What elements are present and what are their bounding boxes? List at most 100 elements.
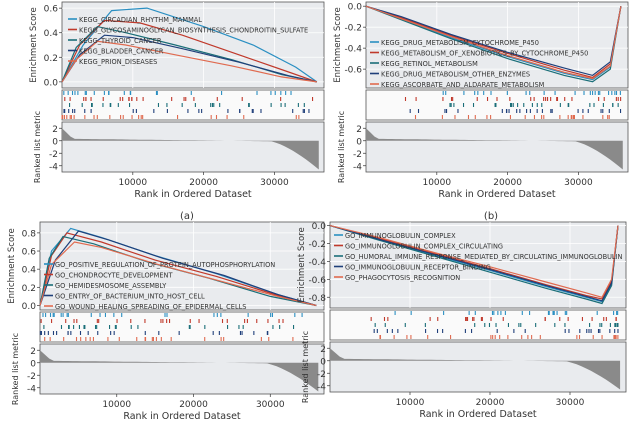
es-curve-2 xyxy=(61,19,318,83)
legend-entry: GO_WOUND_HEALING_SPREADING_OF_EPIDERMAL_… xyxy=(55,303,246,311)
x-tick-label: 30000 xyxy=(260,178,289,188)
es-tick-label: 0.0 xyxy=(312,222,327,232)
legend-entry: GO_HUMORAL_IMMUNE_RESPONSE_MEDIATED_BY_C… xyxy=(345,253,623,261)
metric-tick-label: 0 xyxy=(30,359,36,369)
es-curve-5 xyxy=(329,225,619,299)
legend-entry: KEGG_DRUG_METABOLISM_CYTOCHROME_P450 xyxy=(381,39,539,47)
legend-entry: KEGG_ASCORBATE_AND_ALDARATE_METABOLISM xyxy=(381,81,545,89)
es-curve-2 xyxy=(365,5,622,79)
metric-tick-label: 2 xyxy=(320,345,326,355)
x-tick-label: 30000 xyxy=(556,398,585,408)
x-tick-label: 20000 xyxy=(189,178,218,188)
es-curve-5 xyxy=(365,5,622,80)
x-tick-label: 20000 xyxy=(179,400,208,410)
es-axis-label: Enrichment Score xyxy=(333,7,343,82)
legend: GO_POSITIVE_REGULATION_OF_PROTEIN_AUTOPH… xyxy=(44,261,275,311)
legend-entry: GO_ENTRY_OF_BACTERIUM_INTO_HOST_CELL xyxy=(55,293,205,301)
es-tick-label: 0.6 xyxy=(44,5,59,15)
es-tick-label: 0.8 xyxy=(22,229,37,239)
chart-panel-a: 0.0 0.2 0.4 0.6 KEGG_CIRCADIAN_RHYTHM_MAMMAL… xyxy=(29,1,325,222)
legend-entry: GO_PHAGOCYTOSIS_RECOGNITION xyxy=(345,274,460,282)
legend-entry: GO_HEMIDESMOSOME_ASSEMBLY xyxy=(55,282,167,290)
es-tick-label: 0.6 xyxy=(22,248,37,258)
legend-entry: GO_IMMUNOGLOBULIN_RECEPTOR_BINDING xyxy=(345,264,491,272)
x-tick-label: 10000 xyxy=(422,178,451,188)
chart-panel-b: 0.0 -0.2 -0.4 -0.6 KEGG_DRUG_METABOLISM_CYTO… xyxy=(333,1,629,222)
x-axis-label: Rank in Ordered Dataset xyxy=(419,409,537,420)
panel-caption: (a) xyxy=(180,211,194,222)
es-curve-4 xyxy=(329,225,619,302)
legend-entry: KEGG_BLADDER_CANCER xyxy=(79,48,164,56)
x-tick-label: 10000 xyxy=(102,400,131,410)
es-tick-label: 0.0 xyxy=(44,78,59,88)
metric-axis-label: Ranked list metric xyxy=(11,333,20,405)
hits-panel-background xyxy=(329,309,627,341)
legend: GO_IMMUNOGLOBULIN_COMPLEX GO_IMMUNOGLOBUL… xyxy=(334,232,623,282)
legend: KEGG_DRUG_METABOLISM_CYTOCHROME_P450 KEGG… xyxy=(370,39,588,89)
metric-axis-label: Ranked list metric xyxy=(301,331,310,403)
es-tick-label: -0.4 xyxy=(308,258,326,268)
metric-tick-label: -4 xyxy=(27,384,36,394)
es-tick-label: -0.6 xyxy=(308,276,326,286)
x-tick-label: 10000 xyxy=(396,398,425,408)
metric-panel-background xyxy=(329,341,627,393)
metric-tick-label: 2 xyxy=(52,125,58,135)
es-curve-3 xyxy=(365,5,622,83)
metric-tick-label: 2 xyxy=(356,125,362,135)
chart-panel-c: 0.0 0.2 0.4 0.6 0.8 GO_POSITIVE_REGULATION_OF… xyxy=(7,221,325,422)
es-tick-label: -0.4 xyxy=(344,45,362,55)
legend-entry: KEGG_PRION_DISEASES xyxy=(79,58,157,66)
x-tick-label: 10000 xyxy=(118,178,147,188)
es-tick-label: 0.0 xyxy=(348,3,363,13)
legend-entry: KEGG_METABOLISM_OF_XENOBIOTICS_BY_CYTOCH… xyxy=(381,50,588,58)
es-tick-label: -0.2 xyxy=(308,240,326,250)
x-tick-label: 20000 xyxy=(493,178,522,188)
es-curve-4 xyxy=(365,5,622,77)
x-tick-label: 20000 xyxy=(476,398,505,408)
es-tick-label: 0.4 xyxy=(22,266,37,276)
x-tick-label: 30000 xyxy=(256,400,285,410)
es-curve-5 xyxy=(61,40,317,83)
hits-panel-background xyxy=(365,89,629,121)
metric-panel-background xyxy=(365,121,629,173)
es-tick-label: -0.2 xyxy=(344,24,362,34)
metric-panel-background xyxy=(39,343,325,395)
legend-entry: KEGG_DRUG_METABOLISM_OTHER_ENZYMES xyxy=(381,71,530,79)
metric-tick-label: -4 xyxy=(49,162,58,172)
es-curve-4 xyxy=(39,230,317,307)
es-curve-3 xyxy=(329,225,619,305)
panel-caption: (b) xyxy=(484,211,498,222)
legend: KEGG_CIRCADIAN_RHYTHM_MAMMAL KEGG_GLYCOSA… xyxy=(68,16,308,66)
metric-tick-label: -4 xyxy=(317,382,326,392)
hits-panel-background xyxy=(39,311,325,343)
legend-entry: KEGG_RETINOL_METABOLISM xyxy=(381,60,478,68)
es-tick-label: 0.2 xyxy=(44,54,58,64)
es-curve-5 xyxy=(39,241,317,307)
legend-entry: KEGG_GLYCOSAMINOGLYCAN_BIOSYNTHESIS_CHON… xyxy=(79,27,308,35)
es-panel-background xyxy=(365,1,629,89)
x-axis-label: Rank in Ordered Dataset xyxy=(438,189,556,200)
metric-tick-label: -2 xyxy=(27,372,36,382)
chart-panel-d: 0.0 -0.2 -0.4 -0.6 -0.8 GO_IMMUNOGLOBULIN_COM… xyxy=(297,221,627,420)
legend-entry: KEGG_THYROID_CANCER xyxy=(79,37,162,45)
es-curve-2 xyxy=(39,232,317,307)
x-tick-label: 30000 xyxy=(564,178,593,188)
metric-tick-label: -2 xyxy=(49,150,58,160)
es-tick-label: -0.6 xyxy=(344,66,362,76)
es-tick-label: 0.0 xyxy=(22,302,37,312)
metric-axis-label: Ranked list metric xyxy=(33,111,42,183)
es-tick-label: -0.8 xyxy=(308,294,326,304)
es-curve-1 xyxy=(61,7,318,83)
metric-axis-label: Ranked list metric xyxy=(337,111,346,183)
metric-tick-label: -2 xyxy=(353,150,362,160)
metric-panel-background xyxy=(61,121,325,173)
es-axis-label: Enrichment Score xyxy=(7,228,17,303)
x-axis-label: Rank in Ordered Dataset xyxy=(123,411,241,422)
es-tick-label: 0.4 xyxy=(44,29,59,39)
legend-entry: GO_IMMUNOGLOBULIN_COMPLEX xyxy=(345,232,456,240)
es-axis-label: Enrichment Score xyxy=(29,7,39,82)
es-curve-2 xyxy=(329,225,619,300)
metric-tick-label: -2 xyxy=(317,370,326,380)
es-curve-4 xyxy=(61,34,318,83)
